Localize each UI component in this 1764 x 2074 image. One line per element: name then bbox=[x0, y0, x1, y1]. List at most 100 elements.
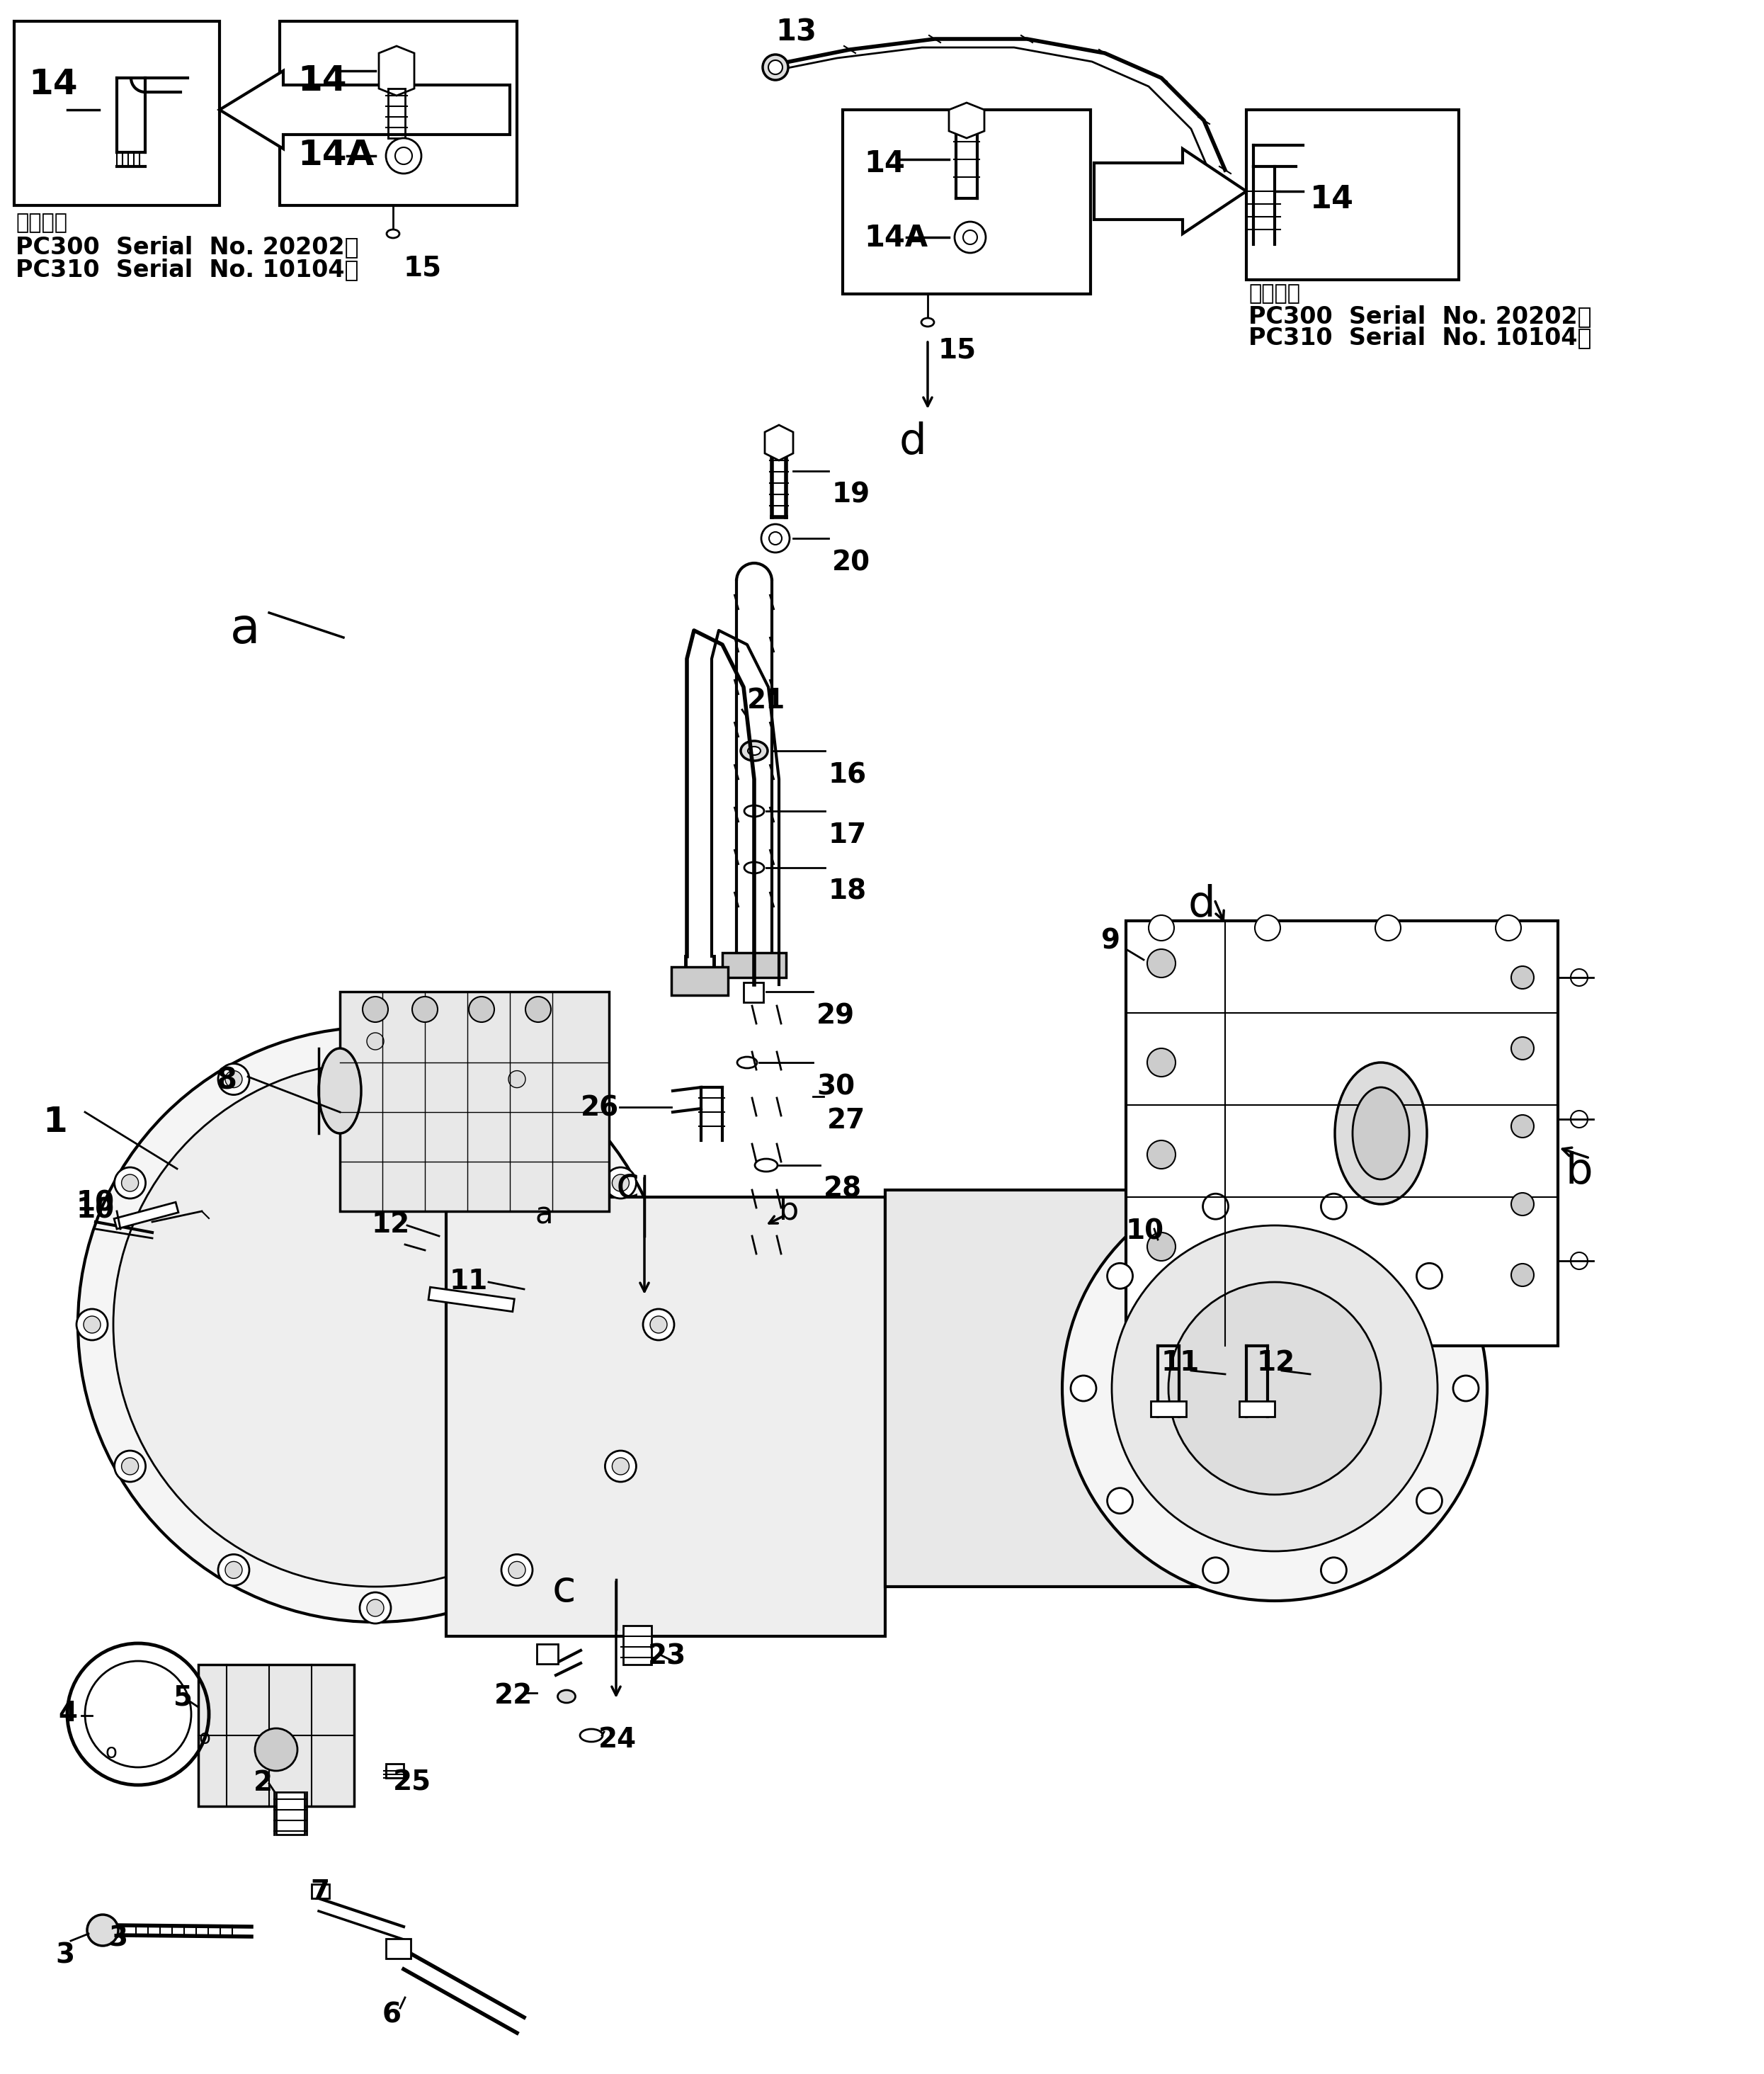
Circle shape bbox=[1147, 1141, 1175, 1170]
Text: 27: 27 bbox=[827, 1108, 866, 1134]
Text: a: a bbox=[534, 1201, 554, 1230]
Text: 14A: 14A bbox=[298, 139, 374, 172]
Ellipse shape bbox=[755, 1159, 778, 1172]
Text: 適用号機: 適用号機 bbox=[1249, 284, 1300, 305]
Ellipse shape bbox=[1353, 1087, 1409, 1180]
Bar bbox=[429, 1288, 515, 1311]
Ellipse shape bbox=[319, 1047, 362, 1132]
Text: 4: 4 bbox=[58, 1701, 78, 1728]
Circle shape bbox=[219, 1064, 249, 1095]
Text: 29: 29 bbox=[817, 1002, 856, 1029]
Circle shape bbox=[1062, 1176, 1487, 1601]
Text: 17: 17 bbox=[829, 821, 866, 848]
Text: 22: 22 bbox=[494, 1682, 533, 1709]
Ellipse shape bbox=[741, 740, 767, 761]
Bar bbox=[14, 21, 219, 205]
Circle shape bbox=[1168, 1282, 1381, 1495]
Text: 3: 3 bbox=[55, 1941, 74, 1968]
Circle shape bbox=[612, 1174, 630, 1190]
Text: 11: 11 bbox=[1161, 1350, 1200, 1377]
Polygon shape bbox=[1094, 149, 1247, 234]
Text: 10: 10 bbox=[1125, 1217, 1164, 1244]
Circle shape bbox=[1203, 1195, 1228, 1220]
Circle shape bbox=[762, 525, 790, 552]
Circle shape bbox=[963, 230, 977, 245]
Text: 14: 14 bbox=[864, 149, 905, 178]
Text: 16: 16 bbox=[829, 761, 866, 788]
Circle shape bbox=[1512, 966, 1535, 989]
Circle shape bbox=[501, 1553, 533, 1585]
Bar bbox=[340, 991, 609, 1211]
Bar bbox=[1247, 110, 1459, 280]
Circle shape bbox=[1496, 915, 1521, 942]
Circle shape bbox=[76, 1309, 108, 1340]
Circle shape bbox=[605, 1168, 637, 1199]
Text: 23: 23 bbox=[647, 1643, 686, 1670]
Circle shape bbox=[612, 1458, 630, 1475]
Circle shape bbox=[954, 222, 986, 253]
Circle shape bbox=[1570, 969, 1588, 985]
Circle shape bbox=[83, 1317, 101, 1334]
Text: 24: 24 bbox=[598, 1726, 637, 1753]
Ellipse shape bbox=[737, 1058, 757, 1068]
Ellipse shape bbox=[557, 1690, 575, 1703]
Text: b: b bbox=[780, 1197, 799, 1226]
Text: a: a bbox=[229, 606, 261, 653]
Circle shape bbox=[1148, 915, 1175, 942]
Text: 3: 3 bbox=[108, 1925, 127, 1952]
Circle shape bbox=[769, 531, 781, 545]
Text: PC300  Serial  No. 20202～: PC300 Serial No. 20202～ bbox=[1249, 305, 1591, 328]
Circle shape bbox=[651, 1317, 667, 1334]
Circle shape bbox=[1321, 1195, 1346, 1220]
Circle shape bbox=[1147, 950, 1175, 977]
Text: 13: 13 bbox=[776, 19, 817, 48]
Bar bbox=[446, 1197, 886, 1636]
Circle shape bbox=[762, 54, 789, 81]
Bar bbox=[277, 1792, 305, 1835]
Text: 25: 25 bbox=[393, 1769, 432, 1796]
Circle shape bbox=[1416, 1263, 1443, 1288]
Circle shape bbox=[1147, 1047, 1175, 1076]
Bar bbox=[1240, 1402, 1275, 1417]
Bar bbox=[280, 21, 517, 205]
Ellipse shape bbox=[748, 747, 760, 755]
Bar bbox=[843, 110, 1090, 295]
Circle shape bbox=[1454, 1375, 1478, 1402]
Circle shape bbox=[386, 139, 422, 174]
Circle shape bbox=[115, 1450, 146, 1481]
Circle shape bbox=[1147, 1232, 1175, 1261]
Text: 20: 20 bbox=[833, 550, 870, 577]
Bar bbox=[198, 1665, 355, 1806]
Text: 5: 5 bbox=[173, 1684, 192, 1711]
Circle shape bbox=[605, 1450, 637, 1481]
Circle shape bbox=[360, 1593, 392, 1624]
Text: c: c bbox=[552, 1568, 577, 1611]
Text: 8: 8 bbox=[215, 1066, 236, 1095]
Text: 適用号機: 適用号機 bbox=[16, 212, 67, 232]
Bar bbox=[312, 1883, 330, 1898]
Circle shape bbox=[1111, 1226, 1438, 1551]
Circle shape bbox=[501, 1064, 533, 1095]
Text: 10: 10 bbox=[76, 1190, 115, 1217]
Text: 30: 30 bbox=[817, 1072, 856, 1099]
Text: 2: 2 bbox=[254, 1769, 273, 1796]
Ellipse shape bbox=[1335, 1062, 1427, 1205]
Text: d: d bbox=[1189, 884, 1215, 925]
Polygon shape bbox=[949, 104, 984, 139]
Polygon shape bbox=[219, 71, 510, 149]
Text: 14: 14 bbox=[1311, 185, 1355, 214]
Circle shape bbox=[113, 1062, 637, 1587]
Circle shape bbox=[1416, 1487, 1443, 1514]
Text: 14A: 14A bbox=[864, 224, 928, 253]
Text: o: o bbox=[104, 1742, 116, 1763]
Circle shape bbox=[367, 1033, 385, 1049]
Text: PC310  Serial  No. 10104～: PC310 Serial No. 10104～ bbox=[1249, 326, 1591, 348]
Circle shape bbox=[122, 1174, 139, 1190]
Text: 12: 12 bbox=[1258, 1350, 1295, 1377]
Ellipse shape bbox=[744, 805, 764, 817]
Circle shape bbox=[226, 1562, 242, 1578]
Circle shape bbox=[1512, 1116, 1535, 1137]
Text: 15: 15 bbox=[404, 255, 443, 282]
Circle shape bbox=[1376, 915, 1401, 942]
Text: 26: 26 bbox=[580, 1095, 619, 1122]
